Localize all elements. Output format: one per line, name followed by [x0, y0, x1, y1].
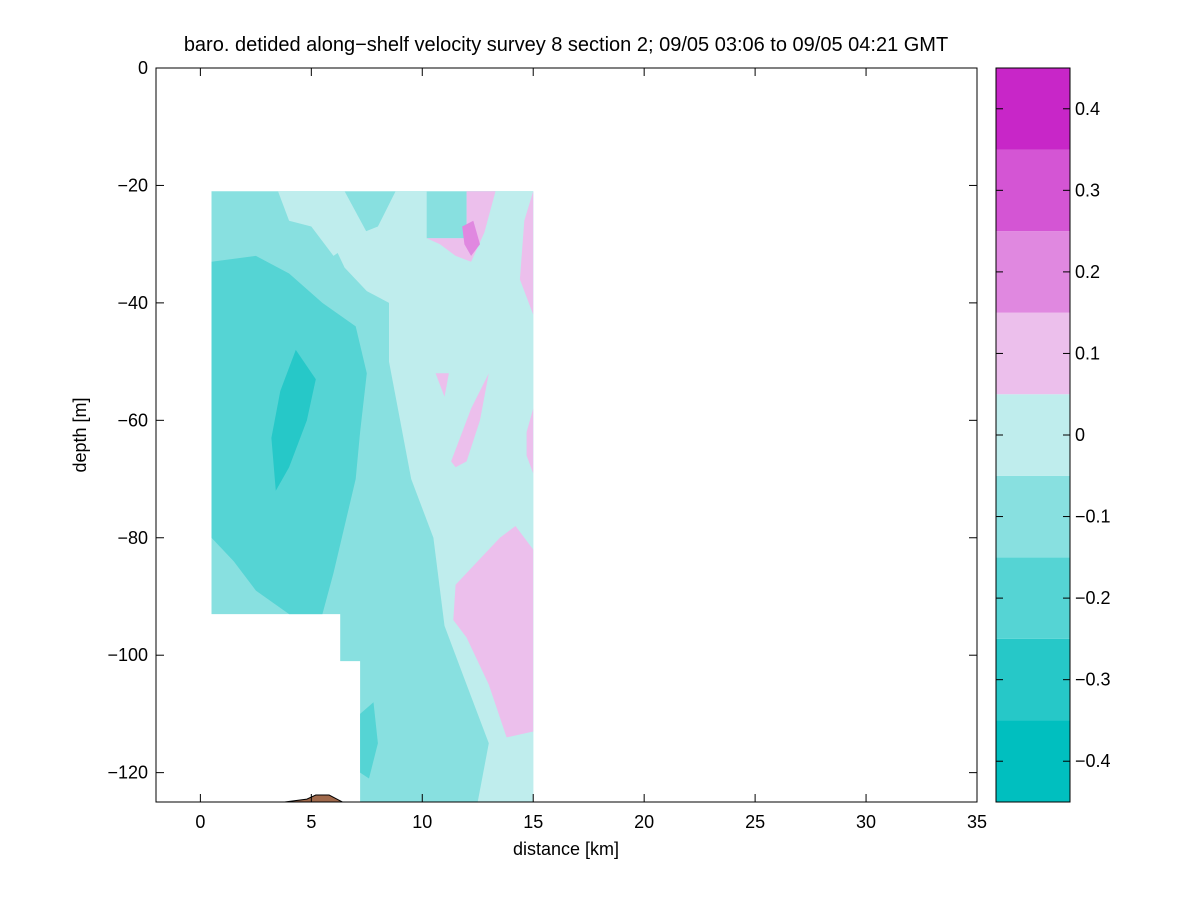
- colorbar-tick-label: 0.1: [1075, 343, 1100, 363]
- contour-region-7: [451, 373, 489, 468]
- colorbar-band: [996, 312, 1070, 395]
- y-axis-ticks: 0 −20 −40 −60 −80 −100 −120: [107, 58, 977, 783]
- y-tick-label: −120: [107, 763, 148, 783]
- colorbar-tick-label: −0.2: [1075, 588, 1111, 608]
- contour-regions: [211, 191, 534, 803]
- y-tick-label: −80: [117, 528, 148, 548]
- x-tick-label: 10: [412, 812, 432, 832]
- x-axis-ticks: 0 5 10 15 20 25 30 35: [195, 68, 987, 832]
- colorbar-band: [996, 720, 1070, 802]
- contour-region-8: [435, 373, 449, 397]
- colorbar-tick-label: −0.4: [1075, 751, 1111, 771]
- colorbar-tick-label: 0.3: [1075, 180, 1100, 200]
- y-tick-label: 0: [138, 58, 148, 78]
- x-tick-label: 25: [745, 812, 765, 832]
- contour-region-12: [462, 220, 480, 256]
- y-tick-label: −40: [117, 293, 148, 313]
- y-tick-label: −100: [107, 645, 148, 665]
- colorbar-ticks: −0.4 −0.3 −0.2 −0.1 0 0.1 0.2 0.3 0.4: [996, 99, 1111, 771]
- colorbar: −0.4 −0.3 −0.2 −0.1 0 0.1 0.2 0.3 0.4: [995, 67, 1111, 803]
- x-tick-label: 30: [856, 812, 876, 832]
- x-tick-label: 0: [195, 812, 205, 832]
- contour-region-9: [526, 408, 534, 474]
- contour-region-1: [278, 191, 367, 256]
- colorbar-band: [996, 638, 1070, 721]
- colorbar-band: [996, 394, 1070, 476]
- x-tick-label: 35: [967, 812, 987, 832]
- colorbar-band: [996, 68, 1070, 150]
- colorbar-bands: [996, 68, 1070, 802]
- axes-frame: [155, 67, 978, 803]
- colorbar-band: [996, 475, 1070, 558]
- y-axis-label: depth [m]: [70, 397, 90, 472]
- chart-title: baro. detided along−shelf velocity surve…: [184, 34, 948, 56]
- x-tick-label: 20: [634, 812, 654, 832]
- colorbar-tick-label: −0.3: [1075, 670, 1111, 690]
- x-tick-label: 5: [306, 812, 316, 832]
- plot-area: 0 5 10 15 20 25 30 35 0 −20 −40 −60 −80 −100 −120: [107, 58, 987, 832]
- colorbar-tick-label: 0: [1075, 425, 1085, 445]
- contour-region-4: [271, 349, 316, 491]
- colorbar-tick-label: −0.1: [1075, 507, 1111, 527]
- y-tick-label: −20: [117, 175, 148, 195]
- contour-region-11: [360, 702, 378, 779]
- colorbar-band: [996, 149, 1070, 232]
- contour-region-6: [519, 191, 534, 315]
- y-tick-label: −60: [117, 410, 148, 430]
- contour-region-10: [453, 526, 534, 738]
- colorbar-band: [996, 231, 1070, 313]
- x-axis-label: distance [km]: [513, 839, 619, 859]
- colorbar-tick-label: 0.4: [1075, 99, 1100, 119]
- x-tick-label: 15: [523, 812, 543, 832]
- colorbar-band: [996, 557, 1070, 639]
- colorbar-tick-label: 0.2: [1075, 262, 1100, 282]
